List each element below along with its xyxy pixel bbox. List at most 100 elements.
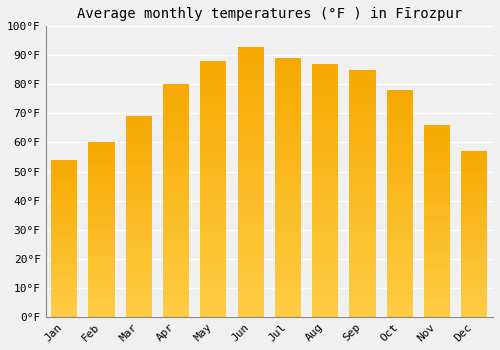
- Bar: [312, 148, 338, 153]
- Bar: [275, 71, 301, 76]
- Bar: [163, 247, 189, 251]
- Bar: [200, 295, 226, 300]
- Bar: [275, 114, 301, 119]
- Bar: [387, 181, 413, 184]
- Bar: [387, 215, 413, 219]
- Bar: [238, 110, 264, 114]
- Bar: [200, 108, 226, 112]
- Bar: [350, 296, 376, 300]
- Bar: [424, 147, 450, 150]
- Bar: [275, 63, 301, 67]
- Bar: [387, 158, 413, 162]
- Bar: [350, 111, 376, 115]
- Bar: [462, 314, 487, 317]
- Bar: [88, 308, 115, 311]
- Bar: [238, 272, 264, 276]
- Bar: [51, 165, 78, 168]
- Bar: [275, 291, 301, 295]
- Bar: [424, 282, 450, 285]
- Bar: [387, 135, 413, 139]
- Bar: [200, 138, 226, 142]
- Bar: [88, 215, 115, 218]
- Bar: [312, 271, 338, 275]
- Bar: [462, 170, 487, 173]
- Bar: [275, 239, 301, 244]
- Bar: [350, 304, 376, 309]
- Bar: [163, 158, 189, 162]
- Bar: [424, 285, 450, 288]
- Bar: [88, 294, 115, 296]
- Bar: [238, 285, 264, 290]
- Bar: [88, 151, 115, 154]
- Bar: [163, 294, 189, 298]
- Bar: [163, 119, 189, 123]
- Bar: [163, 224, 189, 228]
- Bar: [238, 141, 264, 146]
- Bar: [200, 129, 226, 134]
- Bar: [88, 160, 115, 163]
- Bar: [312, 85, 338, 89]
- Bar: [126, 200, 152, 203]
- Bar: [424, 275, 450, 279]
- Bar: [88, 227, 115, 230]
- Bar: [163, 309, 189, 313]
- Bar: [238, 245, 264, 249]
- Bar: [88, 212, 115, 215]
- Bar: [312, 144, 338, 148]
- Bar: [275, 76, 301, 80]
- Bar: [51, 288, 78, 290]
- Bar: [126, 314, 152, 317]
- Bar: [462, 275, 487, 278]
- Bar: [200, 270, 226, 274]
- Bar: [350, 222, 376, 226]
- Bar: [51, 259, 78, 262]
- Bar: [238, 114, 264, 119]
- Bar: [51, 231, 78, 233]
- Bar: [200, 253, 226, 257]
- Bar: [200, 74, 226, 78]
- Bar: [462, 264, 487, 267]
- Bar: [275, 226, 301, 231]
- Bar: [126, 237, 152, 240]
- Bar: [424, 243, 450, 246]
- Bar: [424, 150, 450, 154]
- Bar: [238, 209, 264, 213]
- Bar: [424, 198, 450, 202]
- Bar: [126, 307, 152, 310]
- Bar: [424, 205, 450, 208]
- Bar: [51, 246, 78, 249]
- Bar: [350, 177, 376, 181]
- Bar: [424, 183, 450, 186]
- Bar: [88, 299, 115, 302]
- Bar: [200, 134, 226, 138]
- Bar: [275, 304, 301, 308]
- Bar: [350, 173, 376, 177]
- Bar: [163, 298, 189, 301]
- Bar: [51, 236, 78, 238]
- Bar: [462, 215, 487, 217]
- Bar: [88, 183, 115, 186]
- Bar: [275, 270, 301, 274]
- Bar: [424, 253, 450, 256]
- Bar: [200, 121, 226, 125]
- Bar: [163, 201, 189, 204]
- Bar: [200, 193, 226, 197]
- Bar: [51, 299, 78, 301]
- Bar: [424, 298, 450, 301]
- Bar: [200, 146, 226, 150]
- Bar: [350, 127, 376, 132]
- Bar: [350, 247, 376, 251]
- Bar: [275, 132, 301, 136]
- Bar: [462, 251, 487, 253]
- Bar: [163, 266, 189, 270]
- Bar: [51, 215, 78, 217]
- Bar: [462, 217, 487, 220]
- Bar: [424, 231, 450, 234]
- Bar: [350, 164, 376, 169]
- Bar: [238, 119, 264, 123]
- Bar: [350, 202, 376, 206]
- Bar: [88, 177, 115, 180]
- Bar: [238, 312, 264, 317]
- Bar: [200, 244, 226, 248]
- Bar: [312, 77, 338, 81]
